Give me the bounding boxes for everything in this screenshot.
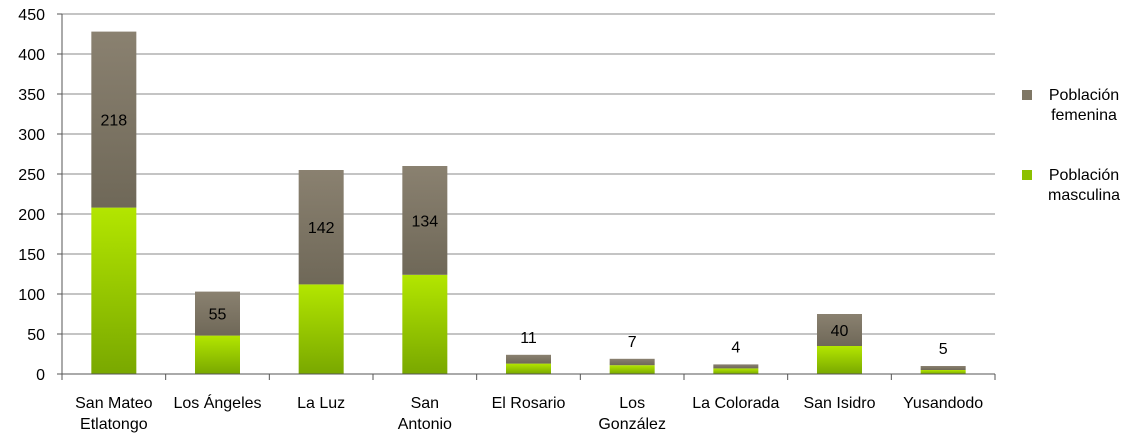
legend-label-line: Población bbox=[1048, 167, 1120, 184]
legend-label-femenina: Población femenina bbox=[1035, 86, 1133, 126]
category-label: San Mateo bbox=[75, 395, 152, 412]
y-tick-label: 300 bbox=[18, 127, 45, 144]
data-label: 218 bbox=[100, 113, 127, 130]
y-tick-label: 250 bbox=[18, 167, 45, 184]
bar-masculina bbox=[609, 365, 655, 374]
category-label: Los Ángeles bbox=[173, 393, 261, 412]
y-tick-label: 150 bbox=[18, 247, 45, 264]
category-label: La Colorada bbox=[692, 395, 779, 412]
data-label: 11 bbox=[520, 330, 537, 347]
bar-femenina bbox=[920, 366, 966, 370]
category-label: El Rosario bbox=[492, 395, 566, 412]
category-label: Etlatongo bbox=[80, 416, 148, 433]
data-label: 4 bbox=[731, 339, 740, 356]
legend-item-masculina: Población masculina bbox=[1015, 166, 1133, 246]
data-label: 55 bbox=[209, 307, 227, 324]
data-label: 134 bbox=[411, 213, 438, 230]
bar-femenina bbox=[402, 166, 448, 275]
bar-femenina bbox=[817, 314, 862, 346]
legend-label-line: masculina bbox=[1047, 187, 1121, 204]
data-label: 5 bbox=[939, 341, 948, 358]
data-label: 40 bbox=[831, 323, 849, 340]
axes bbox=[57, 13, 996, 380]
x-axis-category-labels: San Mateo Etlatongo Los Ángeles La Luz San An… bbox=[75, 393, 983, 433]
legend-label-line: Población bbox=[1048, 87, 1120, 104]
gridlines bbox=[62, 13, 995, 335]
bar-masculina bbox=[817, 346, 862, 374]
bar-masculina bbox=[195, 335, 240, 374]
legend-label-masculina: Población masculina bbox=[1035, 166, 1133, 206]
bar-masculina bbox=[920, 370, 966, 374]
bar-femenina bbox=[298, 170, 344, 285]
bar-femenina bbox=[195, 291, 240, 336]
y-tick-label: 350 bbox=[18, 87, 45, 104]
category-label: La Luz bbox=[297, 395, 345, 412]
y-axis-tick-labels: 0 50 100 150 200 250 300 350 400 450 bbox=[18, 7, 45, 384]
legend-swatch-masculina bbox=[1022, 170, 1032, 180]
stacked-bar-chart: 0 50 100 150 200 250 300 350 400 450 218 55 142 134 1… bbox=[18, 7, 996, 433]
bar-masculina bbox=[402, 274, 448, 374]
bar-femenina bbox=[713, 364, 759, 369]
bar-masculina bbox=[91, 207, 137, 374]
bars bbox=[91, 31, 966, 374]
data-label: 7 bbox=[628, 334, 637, 351]
y-tick-label: 50 bbox=[27, 327, 45, 344]
y-tick-label: 200 bbox=[18, 207, 45, 224]
data-label: 142 bbox=[308, 220, 335, 237]
legend-label-line: femenina bbox=[1051, 107, 1117, 124]
y-tick-label: 400 bbox=[18, 47, 45, 64]
bar-masculina bbox=[713, 368, 759, 374]
y-tick-label: 100 bbox=[18, 287, 45, 304]
bar-femenina bbox=[506, 354, 551, 364]
y-tick-label: 0 bbox=[36, 367, 45, 384]
legend-swatch-femenina bbox=[1022, 90, 1032, 100]
category-label: Los bbox=[619, 395, 645, 412]
bar-femenina bbox=[609, 358, 655, 366]
legend-item-femenina: Población femenina bbox=[1015, 86, 1133, 166]
bar-femenina bbox=[91, 31, 137, 208]
bar-masculina bbox=[298, 284, 344, 374]
category-label: Antonio bbox=[398, 416, 452, 433]
category-label: San bbox=[411, 395, 439, 412]
category-label: Yusandodo bbox=[903, 395, 983, 412]
legend: Población femenina Población masculina bbox=[1015, 86, 1133, 246]
y-tick-label: 450 bbox=[18, 7, 45, 24]
bar-masculina bbox=[506, 363, 551, 374]
data-labels: 218 55 142 134 11 7 4 40 5 bbox=[100, 113, 947, 358]
category-label: González bbox=[598, 416, 666, 433]
category-label: San Isidro bbox=[803, 395, 875, 412]
